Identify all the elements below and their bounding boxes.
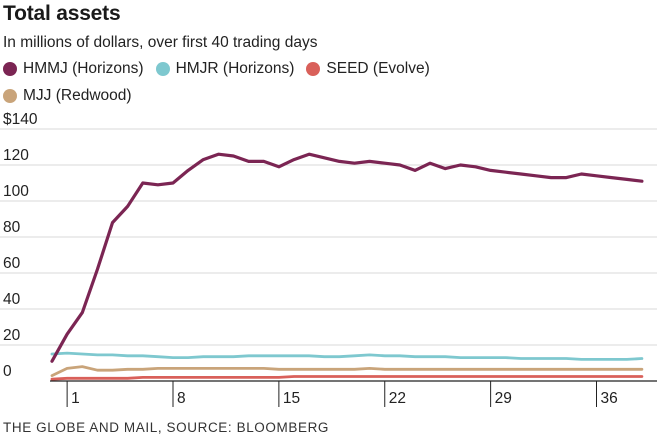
legend-label-hmjr: HMJR (Horizons) xyxy=(175,60,295,77)
legend-swatch-hmmj xyxy=(3,62,17,76)
x-tick-label: 29 xyxy=(495,390,512,407)
x-tick-label: 1 xyxy=(71,390,80,407)
legend-swatch-hmjr xyxy=(155,62,170,76)
y-tick-label: 120 xyxy=(3,147,29,164)
chart-title: Total assets xyxy=(3,2,121,25)
legend-swatch-mjj xyxy=(3,89,17,103)
y-tick-label: 80 xyxy=(3,219,21,236)
series-line-mjj xyxy=(50,365,644,378)
legend-row-1: HMMJ (Horizons) HMJR (Horizons) SEED (Ev… xyxy=(3,60,442,78)
source-credit: THE GLOBE AND MAIL, SOURCE: BLOOMBERG xyxy=(3,420,330,435)
legend-item-hmmj: HMMJ (Horizons) xyxy=(3,60,144,78)
series-line-seed xyxy=(50,375,644,381)
legend-label-hmmj: HMMJ (Horizons) xyxy=(23,60,144,77)
chart-subtitle: In millions of dollars, over first 40 tr… xyxy=(3,34,318,51)
y-tick-label: $140 xyxy=(3,111,38,128)
y-tick-label: 0 xyxy=(3,363,12,380)
series-line-hmmj xyxy=(50,152,644,363)
y-tick-label: 20 xyxy=(3,327,21,344)
legend-label-mjj: MJJ (Redwood) xyxy=(23,87,132,104)
x-tick-label: 22 xyxy=(389,390,406,407)
legend-swatch-seed xyxy=(306,62,321,76)
x-tick-label: 36 xyxy=(601,390,618,407)
x-tick-label: 8 xyxy=(177,390,186,407)
x-tick-label: 15 xyxy=(283,390,300,407)
legend-item-mjj: MJJ (Redwood) xyxy=(3,87,132,105)
legend-row-2: MJJ (Redwood) xyxy=(3,87,144,105)
y-tick-label: 40 xyxy=(3,291,21,308)
y-tick-label: 100 xyxy=(3,183,29,200)
y-tick-label: 60 xyxy=(3,255,21,272)
legend-item-hmjr: HMJR (Horizons) xyxy=(155,60,295,78)
series-line-hmjr xyxy=(50,351,644,361)
legend-label-seed: SEED (Evolve) xyxy=(326,60,430,77)
legend-item-seed: SEED (Evolve) xyxy=(306,60,430,78)
